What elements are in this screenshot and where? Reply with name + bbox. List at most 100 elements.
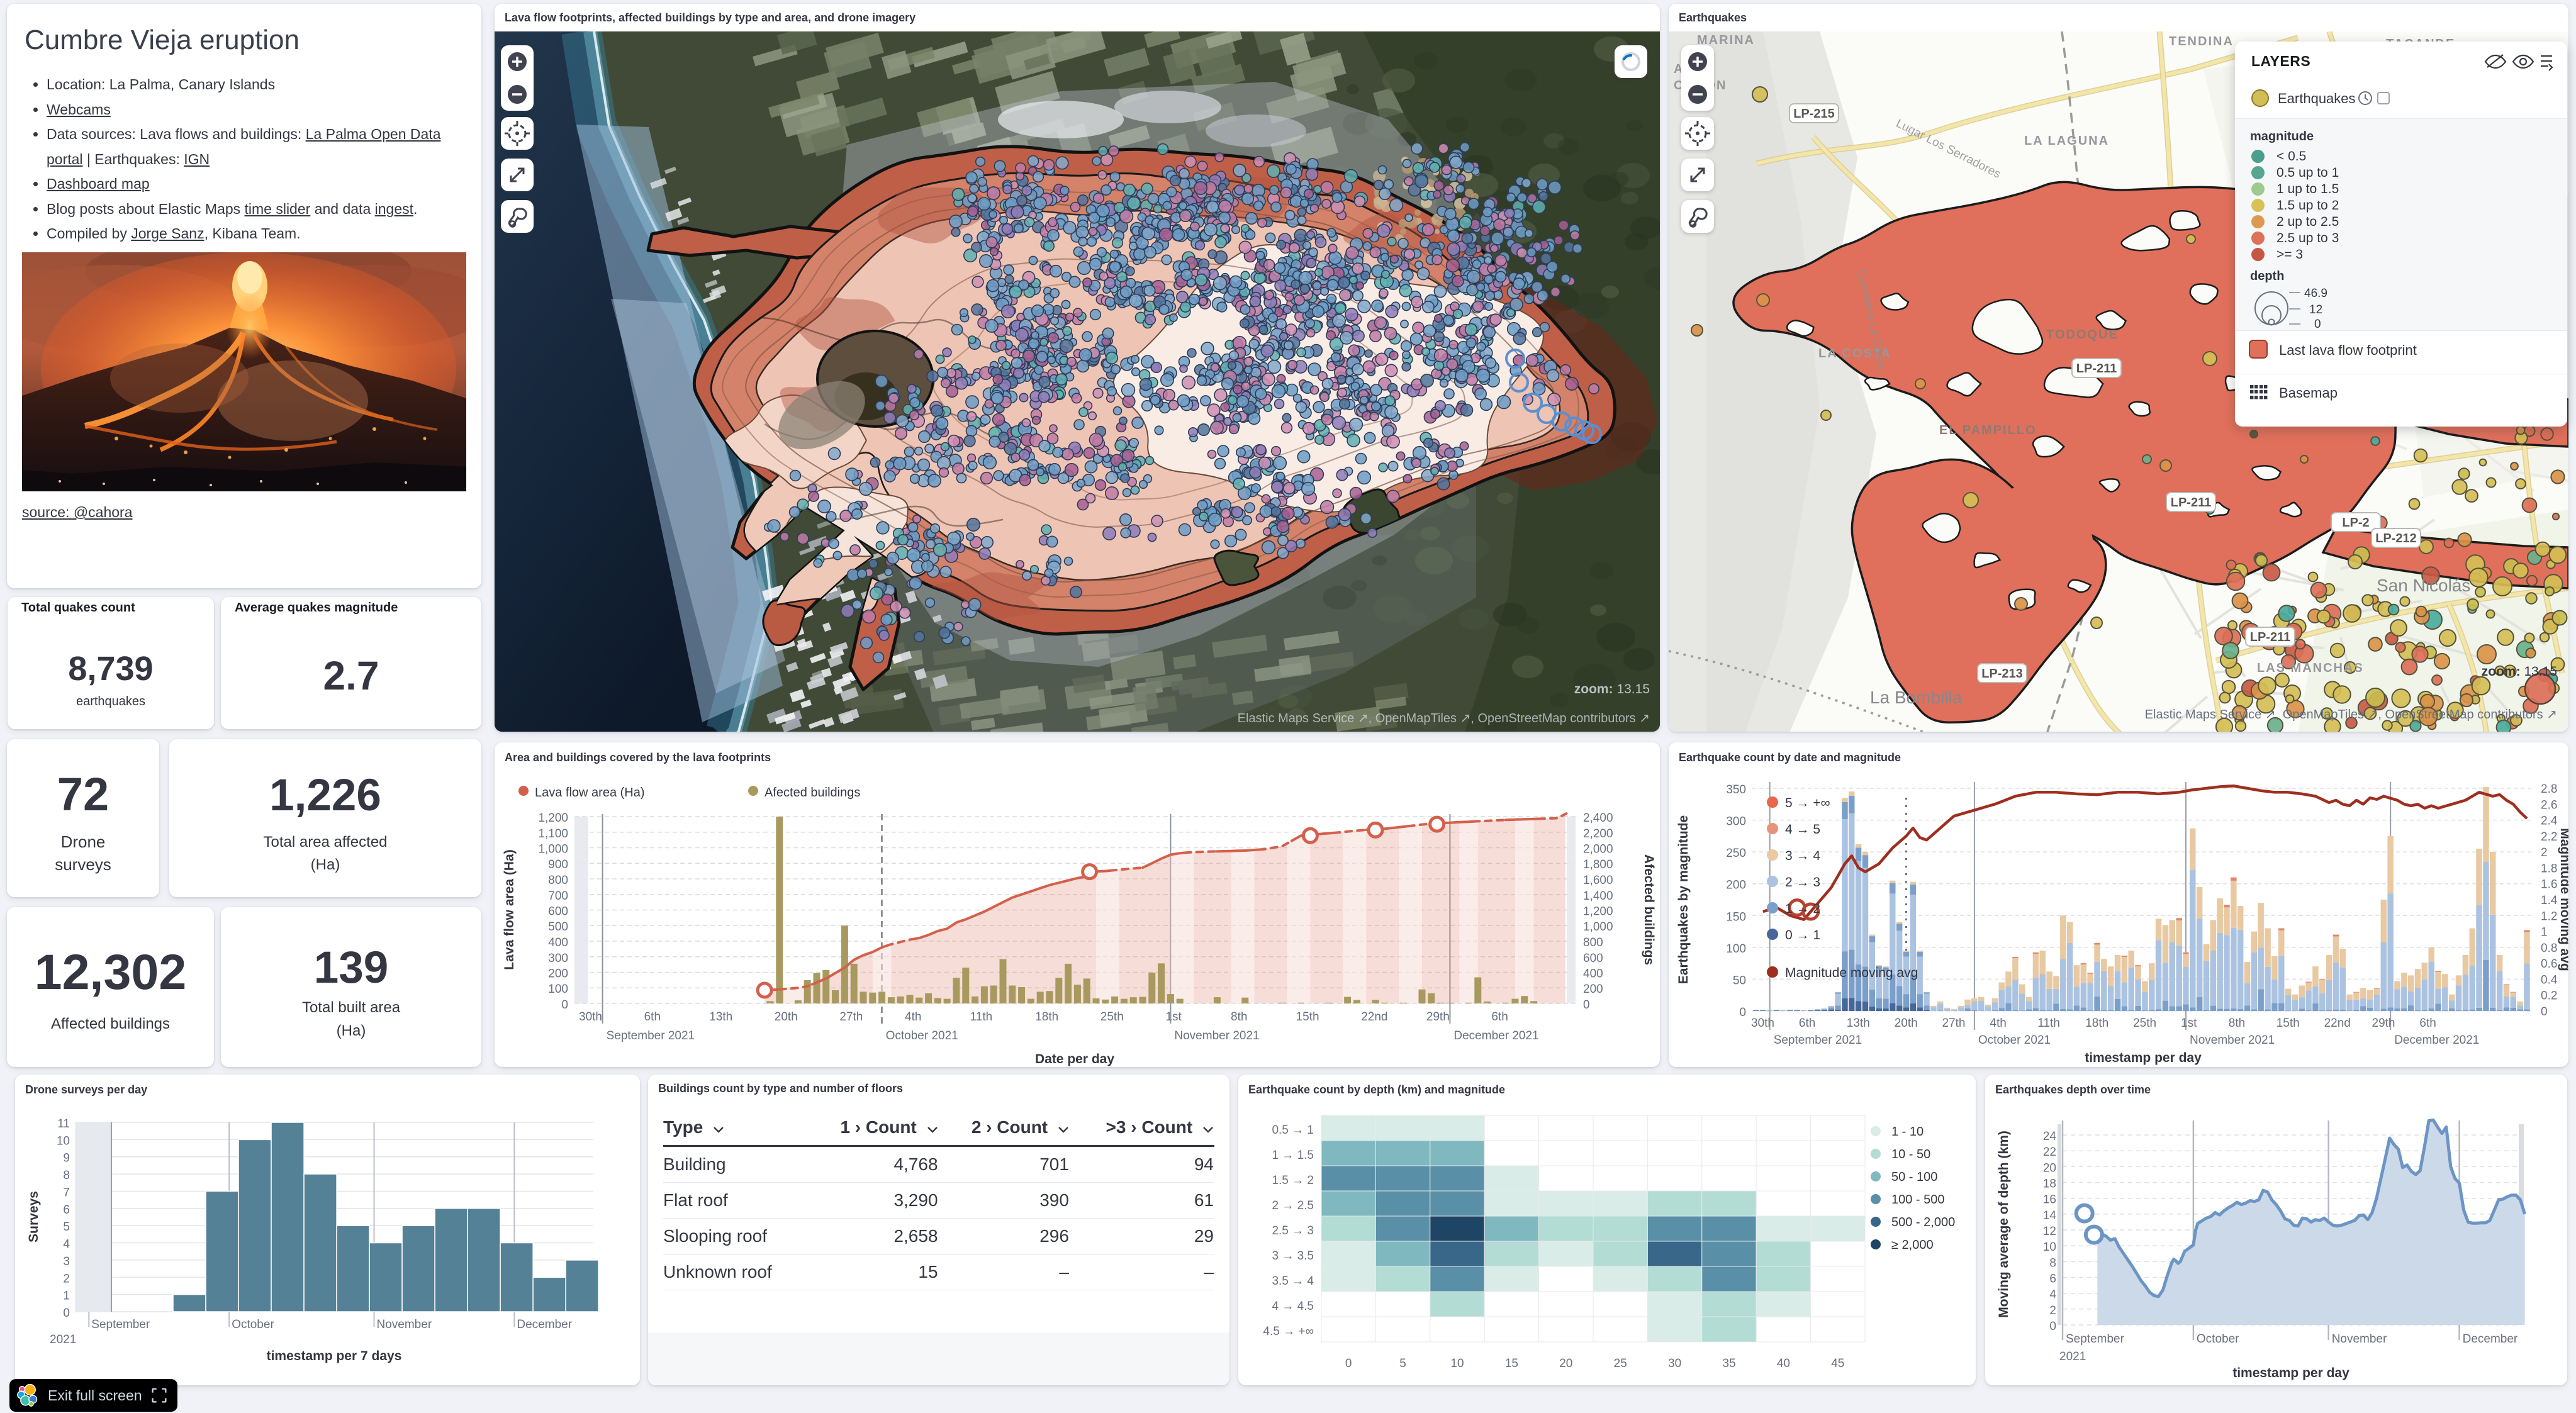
- svg-text:November 2021: November 2021: [1174, 1029, 1259, 1042]
- svg-text:September 2021: September 2021: [1774, 1034, 1862, 1047]
- svg-text:2 → 2.5: 2 → 2.5: [1272, 1199, 1314, 1212]
- svg-text:September: September: [2066, 1332, 2125, 1346]
- svg-text:Afected buildings: Afected buildings: [1642, 854, 1656, 965]
- svg-text:15th: 15th: [1296, 1010, 1319, 1024]
- svg-text:13th: 13th: [1847, 1017, 1870, 1030]
- svg-text:Lava flow area (Ha): Lava flow area (Ha): [535, 786, 645, 800]
- svg-text:300: 300: [548, 952, 568, 965]
- svg-text:7: 7: [63, 1187, 70, 1200]
- svg-text:December 2021: December 2021: [1453, 1029, 1538, 1042]
- svg-text:18: 18: [2043, 1178, 2056, 1191]
- svg-text:8: 8: [63, 1169, 70, 1182]
- svg-text:30: 30: [1668, 1357, 1681, 1370]
- svg-text:1st: 1st: [1165, 1010, 1182, 1024]
- svg-text:LP-211: LP-211: [2076, 362, 2117, 376]
- svg-text:11: 11: [57, 1117, 70, 1131]
- svg-text:1,100: 1,100: [538, 827, 568, 841]
- svg-text:4th: 4th: [1990, 1017, 2006, 1030]
- svg-text:4th: 4th: [905, 1010, 921, 1024]
- svg-text:EL PAMPILLO: EL PAMPILLO: [1939, 423, 2037, 437]
- svg-text:800: 800: [548, 874, 568, 887]
- svg-text:2 → 3: 2 → 3: [1785, 875, 1820, 890]
- svg-text:December 2021: December 2021: [2394, 1034, 2479, 1047]
- svg-text:1 → 1.5: 1 → 1.5: [1272, 1149, 1314, 1162]
- svg-text:1,400: 1,400: [1583, 890, 1613, 903]
- svg-text:Earthquake count by depth (km): Earthquake count by depth (km) and magni…: [1248, 1083, 1505, 1096]
- svg-text:Lava flow area (Ha): Lava flow area (Ha): [502, 849, 517, 969]
- svg-text:24: 24: [2043, 1130, 2057, 1143]
- svg-text:500 - 2,000: 500 - 2,000: [1891, 1215, 1955, 1229]
- svg-text:December: December: [517, 1318, 572, 1331]
- svg-text:1 - 10: 1 - 10: [1891, 1125, 1924, 1139]
- svg-text:2: 2: [63, 1272, 70, 1285]
- svg-text:4: 4: [2049, 1288, 2056, 1302]
- svg-text:timestamp per 7 days: timestamp per 7 days: [267, 1349, 402, 1363]
- svg-text:0.6: 0.6: [2541, 958, 2557, 971]
- svg-text:150: 150: [1726, 910, 1746, 924]
- svg-text:15th: 15th: [2276, 1017, 2300, 1030]
- svg-text:10 - 50: 10 - 50: [1891, 1148, 1930, 1161]
- svg-text:40: 40: [1777, 1357, 1790, 1370]
- svg-text:0: 0: [561, 998, 568, 1012]
- svg-text:4 → 4.5: 4 → 4.5: [1272, 1300, 1314, 1313]
- svg-text:1,800: 1,800: [1583, 858, 1613, 871]
- svg-text:1.5 → 2: 1.5 → 2: [1272, 1174, 1314, 1187]
- svg-text:100: 100: [1726, 942, 1746, 956]
- svg-text:46.9: 46.9: [2304, 288, 2327, 300]
- svg-text:400: 400: [1583, 968, 1603, 981]
- svg-text:6: 6: [2049, 1273, 2056, 1286]
- svg-text:2.2: 2.2: [2541, 830, 2557, 844]
- svg-text:LP-211: LP-211: [2250, 630, 2290, 644]
- svg-text:30th: 30th: [1751, 1017, 1774, 1030]
- svg-text:3 → 3.5: 3 → 3.5: [1272, 1249, 1314, 1263]
- svg-text:0.2: 0.2: [2541, 990, 2557, 1003]
- svg-text:LA LAGUNA: LA LAGUNA: [2024, 134, 2109, 148]
- svg-text:zoom: 13.15: zoom: 13.15: [1574, 682, 1650, 696]
- svg-text:Magnitude moving avg: Magnitude moving avg: [1785, 966, 1918, 980]
- svg-text:LP-211: LP-211: [2171, 496, 2211, 510]
- svg-text:Earthquakes by magnitude: Earthquakes by magnitude: [1676, 815, 1691, 984]
- svg-text:14: 14: [2043, 1209, 2057, 1222]
- svg-text:Afected buildings: Afected buildings: [764, 786, 860, 800]
- svg-text:2.8: 2.8: [2541, 783, 2557, 796]
- svg-text:1.6: 1.6: [2541, 878, 2557, 891]
- svg-text:1.4: 1.4: [2541, 894, 2558, 907]
- svg-text:8: 8: [2049, 1256, 2056, 1270]
- svg-text:35: 35: [1722, 1357, 1735, 1370]
- svg-text:800: 800: [1583, 936, 1603, 949]
- svg-text:2,400: 2,400: [1583, 812, 1613, 825]
- svg-text:700: 700: [548, 890, 568, 903]
- svg-text:29th: 29th: [2372, 1017, 2395, 1030]
- svg-text:100: 100: [548, 983, 568, 996]
- svg-text:LAS MANCHAS: LAS MANCHAS: [2257, 661, 2364, 675]
- svg-text:6th: 6th: [644, 1010, 661, 1024]
- svg-text:600: 600: [1583, 952, 1603, 965]
- svg-text:Earthquakes depth over time: Earthquakes depth over time: [1995, 1083, 2151, 1096]
- svg-text:0: 0: [1345, 1357, 1352, 1370]
- svg-text:10: 10: [57, 1134, 70, 1148]
- svg-text:1.8: 1.8: [2541, 862, 2557, 875]
- svg-text:4.5 → +∞: 4.5 → +∞: [1263, 1325, 1314, 1338]
- svg-text:October: October: [232, 1318, 274, 1331]
- svg-text:1,000: 1,000: [1583, 920, 1613, 934]
- svg-text:20th: 20th: [1895, 1017, 1918, 1030]
- svg-text:250: 250: [1726, 847, 1746, 860]
- svg-text:September 2021: September 2021: [607, 1029, 695, 1042]
- svg-text:October: October: [2197, 1332, 2239, 1346]
- svg-text:Earthquakes: Earthquakes: [2278, 91, 2356, 106]
- svg-text:timestamp per day: timestamp per day: [2085, 1051, 2202, 1065]
- svg-text:10: 10: [1450, 1357, 1464, 1370]
- svg-text:20th: 20th: [775, 1010, 798, 1024]
- svg-text:2,000: 2,000: [1583, 843, 1613, 856]
- svg-text:October 2021: October 2021: [1978, 1034, 2051, 1047]
- svg-text:12: 12: [2309, 303, 2322, 316]
- svg-text:0.8: 0.8: [2541, 942, 2557, 955]
- svg-text:350: 350: [1726, 783, 1746, 796]
- svg-text:LP-2: LP-2: [2342, 516, 2369, 530]
- svg-text:2021: 2021: [50, 1333, 76, 1346]
- svg-text:TODOQUE: TODOQUE: [2046, 328, 2119, 342]
- svg-text:6: 6: [63, 1204, 70, 1217]
- svg-text:20: 20: [2043, 1161, 2056, 1175]
- svg-text:100 - 500: 100 - 500: [1891, 1193, 1945, 1207]
- svg-text:22nd: 22nd: [1361, 1010, 1387, 1024]
